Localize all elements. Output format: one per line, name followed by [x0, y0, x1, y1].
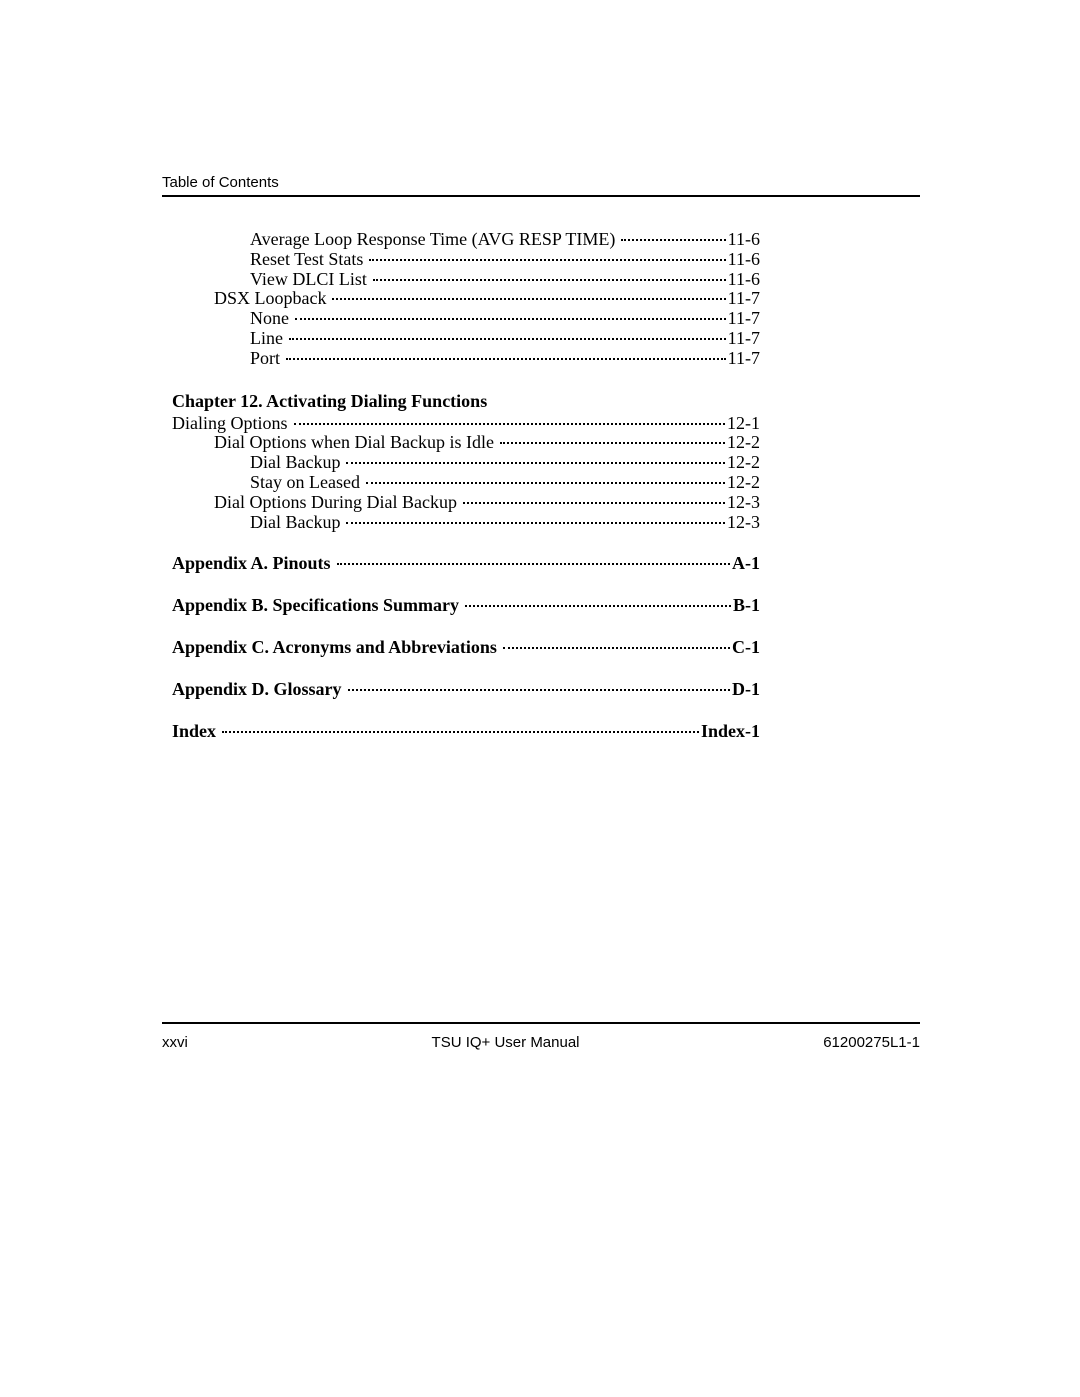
toc-entry-page: 11-7 — [728, 309, 760, 329]
toc-gap — [172, 574, 760, 596]
footer-center-text: TSU IQ+ User Manual — [432, 1034, 580, 1051]
toc-leader — [369, 259, 725, 261]
page-footer: xxvi TSU IQ+ User Manual 61200275L1-1 — [162, 1034, 920, 1051]
toc-entry-label: Dial Backup — [250, 453, 340, 473]
toc-entry-label: Appendix B. Specifications Summary — [172, 596, 459, 616]
toc-entry: Dial Backup 12-2 — [172, 453, 760, 473]
toc-entry-label: None — [250, 309, 289, 329]
toc-entry-page: 11-7 — [728, 349, 760, 369]
toc-entry: DSX Loopback 11-7 — [172, 289, 760, 309]
toc-entry: Index Index-1 — [172, 722, 760, 742]
toc-entry-page: B-1 — [733, 596, 760, 616]
toc-leader — [346, 462, 725, 464]
toc-entry: None 11-7 — [172, 309, 760, 329]
toc-entry: Dial Backup 12-3 — [172, 513, 760, 533]
toc-heading-label: Chapter 12. Activating Dialing Functions — [172, 391, 487, 411]
header-title: Table of Contents — [162, 174, 279, 191]
toc-leader — [332, 298, 725, 300]
toc-entry-label: Appendix C. Acronyms and Abbreviations — [172, 638, 497, 658]
toc-gap — [172, 369, 760, 391]
toc-leader — [337, 563, 730, 565]
toc-leader — [346, 522, 725, 524]
toc-heading: Chapter 12. Activating Dialing Functions — [172, 391, 760, 412]
toc-entry: View DLCI List 11-6 — [172, 270, 760, 290]
toc-entry: Dial Options when Dial Backup is Idle 12… — [172, 433, 760, 453]
toc-entry: Stay on Leased 12-2 — [172, 473, 760, 493]
toc-entry: Line 11-7 — [172, 329, 760, 349]
toc-leader — [621, 239, 725, 241]
toc-entry-page: Index-1 — [701, 722, 760, 742]
toc-entry-label: Dial Backup — [250, 513, 340, 533]
toc-leader — [294, 423, 726, 425]
toc-leader — [222, 731, 699, 733]
toc-entry-label: Average Loop Response Time (AVG RESP TIM… — [250, 230, 615, 250]
toc-entry-label: Appendix D. Glossary — [172, 680, 342, 700]
toc-entry: Appendix A. Pinouts A-1 — [172, 554, 760, 574]
toc-leader — [463, 502, 725, 504]
toc-entry-page: A-1 — [732, 554, 760, 574]
toc-gap — [172, 700, 760, 722]
footer-rule — [162, 1022, 920, 1024]
toc-gap — [172, 616, 760, 638]
toc-leader — [503, 647, 730, 649]
toc-entry-label: Dial Options when Dial Backup is Idle — [214, 433, 494, 453]
toc-entry-page: 12-2 — [727, 433, 760, 453]
toc-entry: Average Loop Response Time (AVG RESP TIM… — [172, 230, 760, 250]
toc-entry-label: Index — [172, 722, 216, 742]
toc-entry-page: 11-7 — [728, 329, 760, 349]
toc-leader — [295, 318, 726, 320]
toc-entry-page: 12-2 — [727, 473, 760, 493]
toc-gap — [172, 532, 760, 554]
toc-entry: Port 11-7 — [172, 349, 760, 369]
toc-entry: Appendix B. Specifications Summary B-1 — [172, 596, 760, 616]
toc-entry-label: Appendix A. Pinouts — [172, 554, 331, 574]
toc-entry-page: 12-3 — [727, 513, 760, 533]
toc-leader — [286, 358, 726, 360]
footer-doc-number: 61200275L1-1 — [823, 1034, 920, 1051]
toc-entry-page: 11-6 — [728, 250, 760, 270]
toc-leader — [366, 482, 725, 484]
page: Table of Contents Average Loop Response … — [0, 0, 1080, 1397]
toc-entry: Appendix C. Acronyms and Abbreviations C… — [172, 638, 760, 658]
toc-leader — [373, 279, 726, 281]
toc-entry-page: D-1 — [732, 680, 760, 700]
toc-entry-page: 11-6 — [728, 270, 760, 290]
toc-entry: Dialing Options 12-1 — [172, 414, 760, 434]
toc-entry-label: Line — [250, 329, 283, 349]
toc-body: Average Loop Response Time (AVG RESP TIM… — [172, 230, 760, 741]
toc-entry-label: Reset Test Stats — [250, 250, 363, 270]
toc-entry-label: Dialing Options — [172, 414, 288, 434]
toc-entry-label: Stay on Leased — [250, 473, 360, 493]
toc-entry-label: DSX Loopback — [214, 289, 326, 309]
footer-page-number: xxvi — [162, 1034, 188, 1051]
toc-entry-page: C-1 — [732, 638, 760, 658]
toc-leader — [348, 689, 730, 691]
toc-entry-label: Dial Options During Dial Backup — [214, 493, 457, 513]
toc-entry-page: 12-2 — [727, 453, 760, 473]
running-header: Table of Contents — [162, 174, 920, 197]
toc-entry-page: 12-1 — [727, 414, 760, 434]
toc-entry-page: 12-3 — [727, 493, 760, 513]
toc-entry-label: Port — [250, 349, 280, 369]
toc-leader — [500, 442, 725, 444]
toc-entry: Appendix D. Glossary D-1 — [172, 680, 760, 700]
toc-entry-label: View DLCI List — [250, 270, 367, 290]
toc-entry-page: 11-7 — [728, 289, 760, 309]
toc-gap — [172, 658, 760, 680]
toc-leader — [465, 605, 731, 607]
toc-entry: Dial Options During Dial Backup 12-3 — [172, 493, 760, 513]
toc-entry: Reset Test Stats 11-6 — [172, 250, 760, 270]
toc-entry-page: 11-6 — [728, 230, 760, 250]
toc-leader — [289, 338, 726, 340]
